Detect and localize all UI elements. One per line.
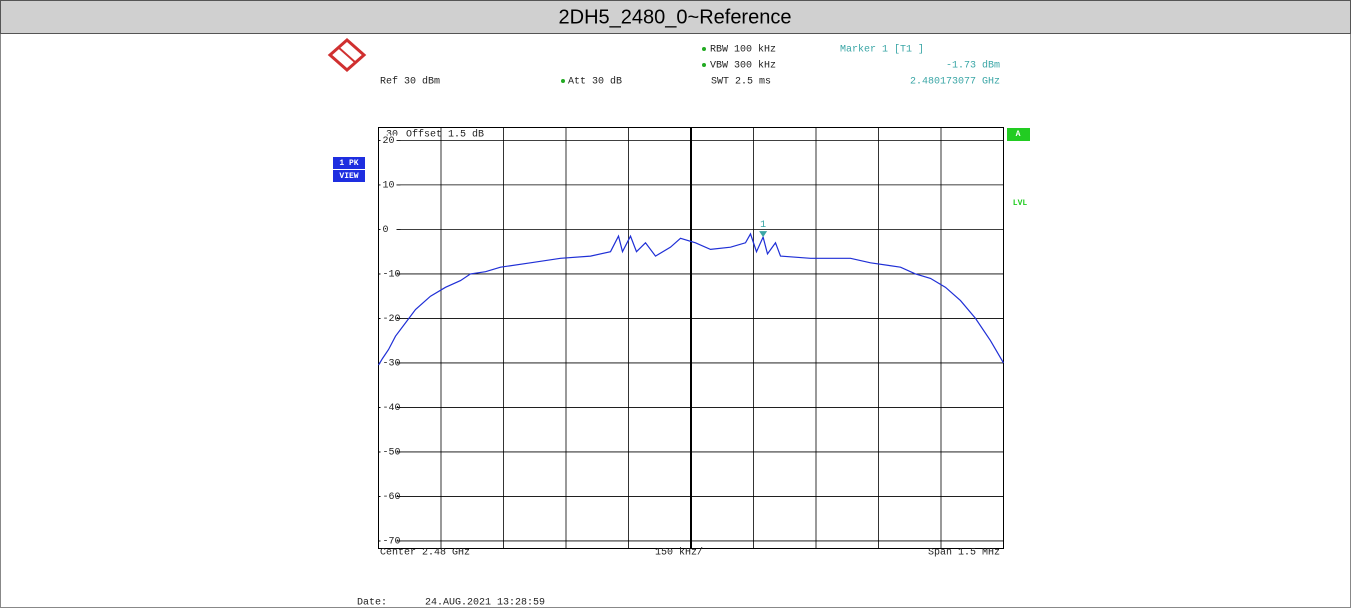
y-tick-label: -70: [383, 537, 401, 548]
tick-label-bg: [380, 357, 397, 368]
logo: [327, 37, 367, 73]
title-bar: [0, 0, 1351, 34]
tick-label-bg: [380, 491, 397, 502]
trace-box: [333, 157, 365, 169]
date-label: Date:: [357, 598, 387, 608]
view-box: [333, 170, 365, 182]
star-icons: [561, 47, 706, 83]
div: 150 kHz/: [655, 547, 703, 559]
y-tick-label: 20: [383, 136, 395, 147]
y-tick-label: -30: [383, 359, 401, 370]
offset: Offset 1.5 dB: [406, 129, 484, 141]
tick-label-bg: [380, 402, 397, 413]
marker-value: -1.73 dBm: [946, 60, 1000, 72]
tick-label-bg: [380, 179, 397, 190]
ref: Ref 30 dBm: [380, 76, 440, 88]
marker-freq: 2.480173077 GHz: [910, 77, 1000, 88]
rbw: RBW 100 kHz: [710, 44, 776, 56]
center: Center 2.48 GHz: [380, 548, 470, 559]
lvl-label: LVL: [1013, 199, 1028, 208]
tick-label-bg: [380, 268, 397, 279]
tick-label-bg: [380, 535, 397, 546]
trace: [377, 232, 1005, 366]
ref-level: 30: [386, 130, 398, 141]
title: 2DH5_2480_0~Reference: [559, 6, 792, 28]
marker-name: Marker 1 [T1 ]: [840, 44, 924, 56]
tick-label-bg: [380, 135, 397, 146]
att: Att 30 dB: [568, 76, 622, 88]
y-tick-label: -20: [383, 314, 401, 325]
span: Span 1.5 MHz: [928, 548, 1000, 559]
y-tick-label: -10: [383, 270, 401, 281]
y-tick-label: 0: [383, 225, 389, 236]
tick-label-bg: [380, 313, 397, 324]
y-tick-label: -60: [383, 492, 401, 503]
marker: [759, 231, 768, 238]
trace-label: 1 PK: [339, 159, 358, 168]
y-tick-label: -50: [383, 448, 401, 459]
screen-box: [1007, 128, 1030, 141]
marker-label: 1: [760, 220, 766, 231]
y-tick-label: 10: [383, 181, 395, 192]
date: 24.AUG.2021 13:28:59: [425, 598, 545, 608]
screen-label: A: [1016, 130, 1021, 139]
tick-label-bg: [380, 224, 397, 235]
swt: SWT 2.5 ms: [711, 77, 771, 88]
tick-label-bg: [380, 446, 397, 457]
vbw: VBW 300 kHz: [710, 60, 776, 72]
y-tick-label: -40: [383, 403, 401, 414]
view-label: VIEW: [339, 172, 358, 181]
